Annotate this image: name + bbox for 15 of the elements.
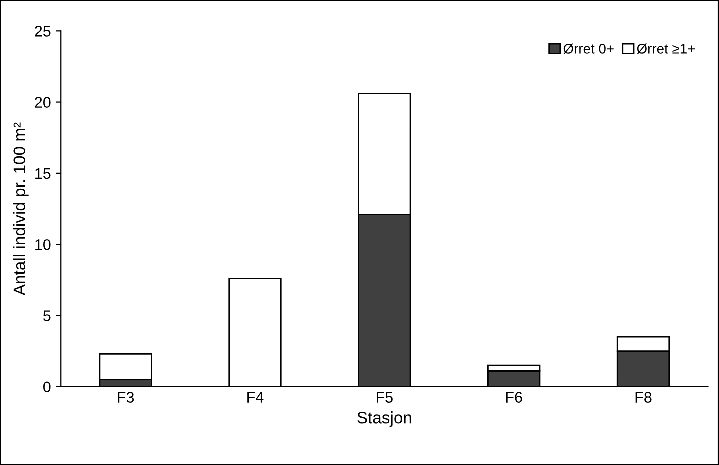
y-tick-label: 15: [36, 168, 51, 180]
x-axis-title: Stasjon: [358, 412, 412, 428]
y-tick-label: 10: [36, 239, 51, 250]
x-tick-label: F3: [118, 392, 134, 403]
y-axis-title: Antall individ pr. 100 m²: [13, 122, 29, 296]
y-tick-label: 20: [35, 97, 51, 108]
legend-label: Ørret 0+: [564, 44, 614, 54]
x-tick-label: F6: [506, 392, 522, 403]
y-tick-label: 25: [35, 26, 51, 37]
x-tick-label: F8: [636, 392, 652, 403]
legend-label: Ørret ≥1+: [637, 44, 696, 54]
y-tick-label: 0: [43, 382, 51, 393]
x-tick-label: F5: [377, 392, 393, 403]
x-tick-label: F4: [248, 392, 264, 403]
y-tick-label: 5: [44, 310, 51, 322]
